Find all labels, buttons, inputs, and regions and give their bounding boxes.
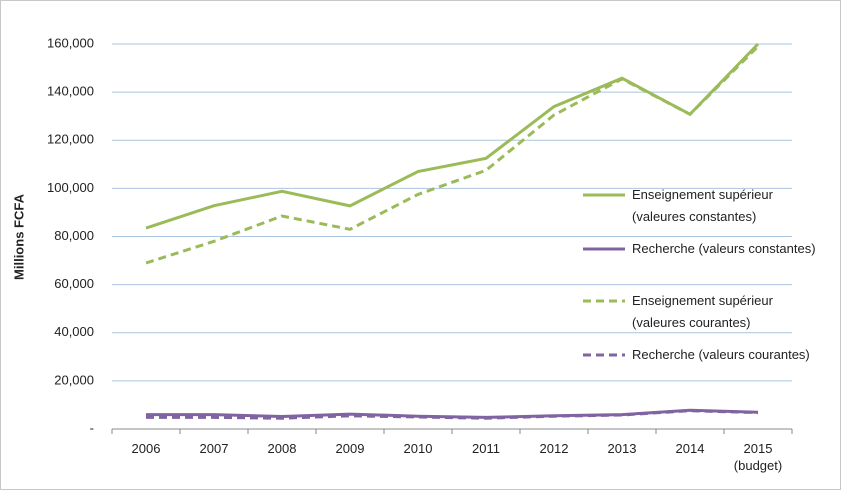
- y-tick-label: 40,000: [54, 324, 94, 339]
- x-tick-label: 2009: [335, 441, 365, 456]
- series-line: [145, 45, 760, 265]
- x-tick-label: 2008: [267, 441, 297, 456]
- y-tick-label: 80,000: [54, 228, 94, 243]
- legend-label: Enseignement supérieur (valeures courant…: [632, 293, 773, 330]
- legend-label: Recherche (valeurs constantes): [632, 241, 816, 256]
- y-tick-label: 100,000: [47, 180, 94, 195]
- x-tick-label: 2011: [472, 441, 500, 456]
- x-tick-label: 2014: [675, 441, 705, 456]
- legend-label: Enseignement supérieur (valeures constan…: [632, 187, 773, 224]
- x-tick-label: 2010: [403, 441, 433, 456]
- x-tick-label: 2006: [131, 441, 161, 456]
- series-line: [146, 409, 759, 420]
- legend-label: Recherche (valeurs courantes): [632, 347, 810, 362]
- x-tick-label: 2013: [607, 441, 637, 456]
- y-tick-label: 60,000: [54, 276, 94, 291]
- y-tick-label: 120,000: [47, 132, 94, 147]
- x-tick-label: 2015 (budget): [733, 441, 783, 473]
- x-tick-label: 2012: [539, 441, 569, 456]
- y-tick-label: -: [90, 420, 94, 435]
- x-tick-label: 2007: [199, 441, 229, 456]
- y-tick-label: 20,000: [54, 372, 94, 387]
- y-tick-label: 160,000: [47, 35, 94, 50]
- y-axis-label: Millions FCFA: [11, 193, 26, 280]
- y-tick-label: 140,000: [47, 84, 94, 99]
